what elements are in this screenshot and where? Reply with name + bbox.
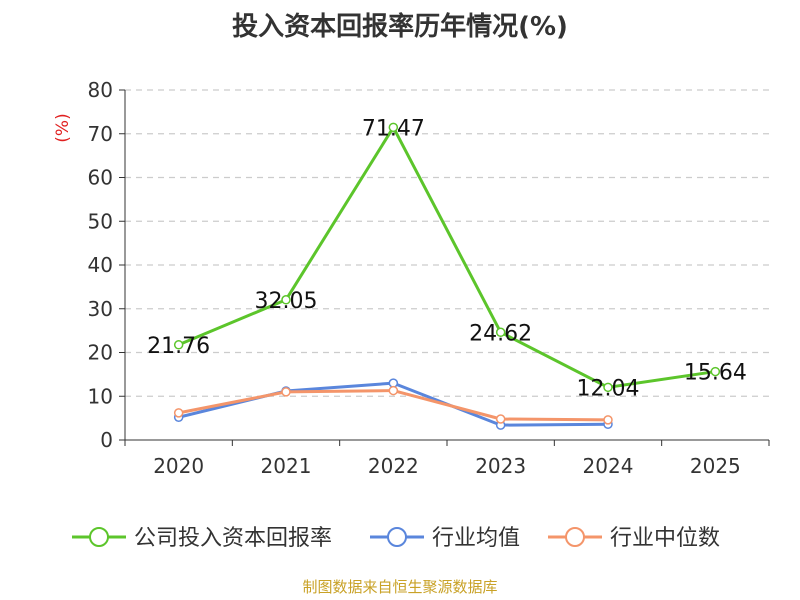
x-tick-label: 2024 [583, 454, 634, 478]
legend-label: 行业均值 [432, 526, 520, 551]
data-point [388, 385, 399, 396]
x-tick-label: 2022 [368, 454, 419, 478]
x-tick-label: 2025 [690, 454, 741, 478]
x-tick-label: 2023 [475, 454, 526, 478]
y-tick-label: 20 [88, 341, 113, 365]
data-point [388, 122, 399, 133]
y-tick-label: 30 [88, 297, 113, 321]
y-tick-label: 50 [88, 209, 113, 233]
y-tick-label: 70 [88, 122, 113, 146]
y-tick-label: 40 [88, 253, 113, 277]
legend-swatch-marker [89, 527, 109, 547]
data-label: 15.64 [684, 361, 747, 386]
data-point [281, 387, 291, 397]
chart-title: 投入资本回报率历年情况(%) [232, 12, 568, 42]
data-point [495, 327, 506, 338]
legend-label: 行业中位数 [610, 526, 720, 551]
x-tick-label: 2021 [261, 454, 312, 478]
data-point [603, 382, 613, 393]
y-tick-label: 80 [88, 78, 113, 102]
data-label: 32.05 [255, 289, 318, 314]
y-axis-unit-label: (%) [53, 113, 73, 142]
data-point [603, 415, 613, 425]
data-label: 24.62 [469, 321, 532, 346]
legend-swatch-marker [387, 527, 407, 547]
data-point [710, 366, 721, 377]
data-point [173, 408, 184, 418]
y-tick-label: 60 [88, 166, 113, 190]
source-note: 制图数据来自恒生聚源数据库 [302, 578, 498, 596]
data-label: 71.47 [362, 116, 425, 141]
x-tick-label: 2020 [153, 454, 204, 478]
legend-swatch-marker [565, 527, 585, 547]
y-tick-label: 10 [88, 384, 113, 408]
y-tick-label: 0 [100, 428, 113, 452]
data-label: 21.76 [147, 334, 210, 359]
data-point [495, 414, 506, 424]
data-label: 12.04 [577, 376, 640, 401]
series-line [178, 125, 716, 389]
legend-label: 公司投入资本回报率 [134, 526, 332, 551]
data-point [281, 295, 291, 305]
data-point [173, 340, 184, 350]
